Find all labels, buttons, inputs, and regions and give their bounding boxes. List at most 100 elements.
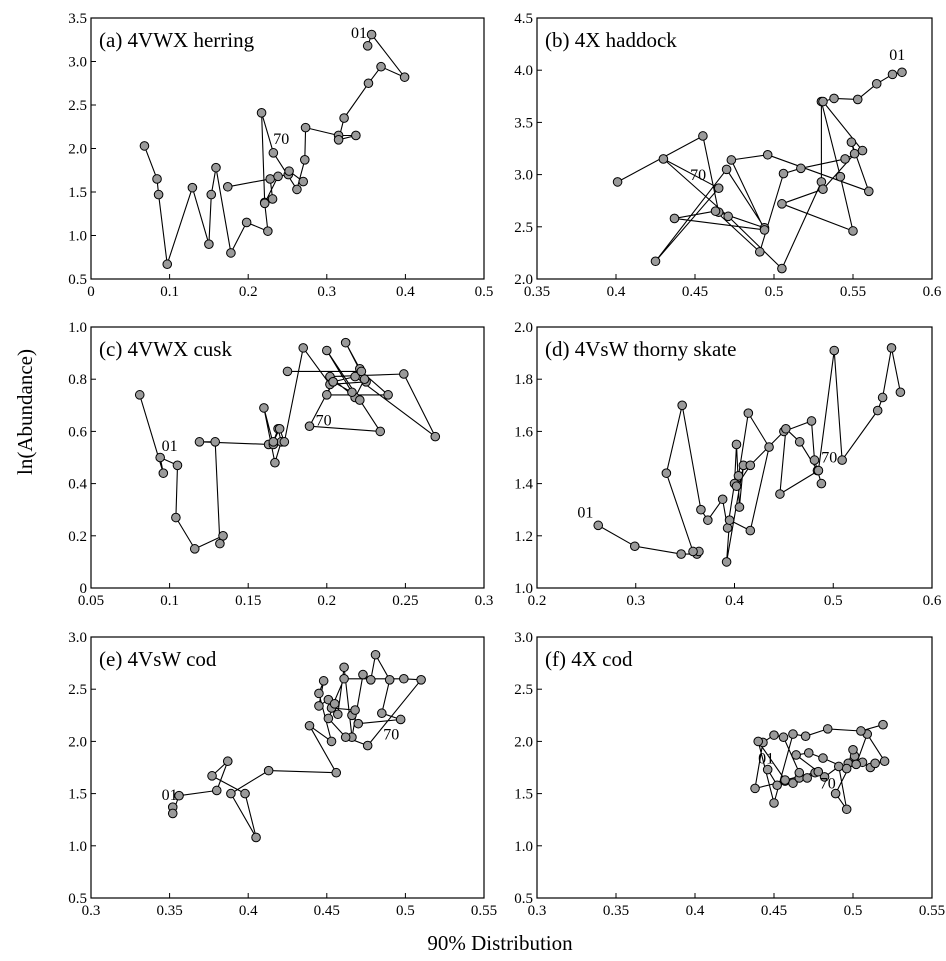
data-point (754, 247, 765, 257)
data-point (851, 759, 861, 770)
data-point (322, 345, 332, 356)
x-tick-label: 0.5 (396, 903, 415, 919)
data-point (222, 756, 233, 767)
x-tick-label: 0.4 (396, 284, 415, 300)
data-point (333, 709, 343, 720)
data-point (769, 730, 779, 740)
data-point (268, 437, 279, 447)
series-line (172, 654, 422, 838)
data-point (210, 437, 220, 447)
data-point (759, 225, 770, 235)
data-point (895, 387, 906, 398)
data-point (256, 108, 267, 118)
data-point (395, 714, 406, 725)
plot-frame (536, 326, 933, 589)
data-point (650, 256, 661, 267)
x-tick-label: 0.4 (607, 284, 626, 300)
x-tick-label: 0.2 (528, 593, 547, 609)
data-point (355, 395, 365, 405)
point-annotation: 70 (690, 167, 706, 184)
data-point (329, 699, 340, 709)
data-point (703, 515, 713, 525)
data-point (204, 239, 214, 249)
y-tick-label: 1.6 (514, 424, 533, 440)
data-point (593, 520, 604, 531)
data-point (282, 366, 293, 377)
chart-panel: 0.35 0.4 0.45 0.5 0.55 0.6 2.0 2.5 3.0 3.5 4.0 4.5 (… (514, 11, 942, 300)
y-tick-label: 2.5 (514, 682, 533, 698)
point-annotation: 70 (316, 413, 332, 430)
plot-frame (90, 636, 485, 899)
data-point (713, 183, 724, 193)
data-point (688, 546, 698, 557)
y-tick-label: 2.0 (514, 272, 533, 288)
x-tick-label: 0.45 (682, 284, 708, 300)
y-tick-label: 3.0 (514, 168, 533, 184)
data-point (717, 494, 728, 505)
data-point (359, 374, 370, 385)
data-point (856, 726, 866, 736)
x-tick-label: 0.6 (923, 593, 942, 609)
data-point (764, 442, 774, 452)
data-point (279, 437, 290, 447)
data-point (833, 761, 844, 772)
y-tick-label: 1.5 (514, 787, 533, 803)
panel-title: (b) 4X haddock (545, 28, 677, 52)
data-point (322, 390, 332, 400)
data-point (167, 808, 178, 819)
x-tick-label: 0.55 (919, 903, 945, 919)
y-tick-label: 2.5 (68, 98, 87, 114)
data-point (731, 481, 742, 492)
data-point (218, 531, 228, 541)
data-point (274, 423, 285, 434)
data-point (777, 199, 787, 209)
data-point (222, 181, 233, 192)
data-point (830, 788, 841, 799)
data-point (353, 718, 364, 729)
data-point (781, 423, 791, 434)
chart-panel: 0.2 0.3 0.4 0.5 0.6 1.0 1.2 1.4 1.6 1.8 2.0 (d) 4Vs… (514, 320, 942, 609)
data-point (383, 390, 393, 400)
data-point (356, 366, 367, 377)
data-point (259, 403, 269, 413)
data-point (852, 94, 863, 105)
y-tick-label: 1.0 (68, 320, 87, 336)
y-tick-label: 1.0 (514, 581, 533, 597)
y-tick-label: 3.0 (514, 630, 533, 646)
x-tick-label: 0.35 (524, 284, 550, 300)
x-tick-label: 0.4 (239, 903, 258, 919)
data-point (263, 765, 274, 776)
x-tick-label: 0.6 (923, 284, 942, 300)
data-point (769, 798, 779, 808)
plot-frame (536, 636, 933, 899)
data-point (265, 174, 276, 184)
point-annotation: 70 (821, 450, 837, 467)
data-point (362, 41, 373, 51)
x-tick-label: 0.2 (239, 284, 258, 300)
data-point (745, 525, 756, 536)
data-point (721, 557, 732, 567)
data-point (241, 217, 252, 228)
y-tick-label: 2.5 (514, 220, 533, 236)
data-point (818, 184, 828, 195)
chart-panel: 0.05 0.1 0.15 0.2 0.25 0.3 0 0.2 0.4 0.6 0.8 1.0 (c)… (68, 320, 493, 609)
data-point (211, 785, 222, 796)
data-point (328, 377, 338, 387)
data-point (273, 171, 283, 182)
data-point (339, 113, 349, 123)
data-point (724, 515, 735, 525)
data-point (340, 337, 351, 348)
data-point (268, 148, 279, 158)
data-point (299, 155, 310, 165)
point-annotation: 70 (383, 726, 399, 743)
x-tick-label: 0.5 (844, 903, 863, 919)
data-point (794, 767, 805, 778)
x-tick-label: 0.5 (475, 284, 494, 300)
data-point (174, 790, 184, 801)
data-point (162, 259, 173, 270)
data-point (189, 544, 200, 554)
x-tick-label: 0.5 (824, 593, 843, 609)
data-point (864, 186, 874, 197)
y-tick-label: 0.4 (68, 477, 87, 493)
